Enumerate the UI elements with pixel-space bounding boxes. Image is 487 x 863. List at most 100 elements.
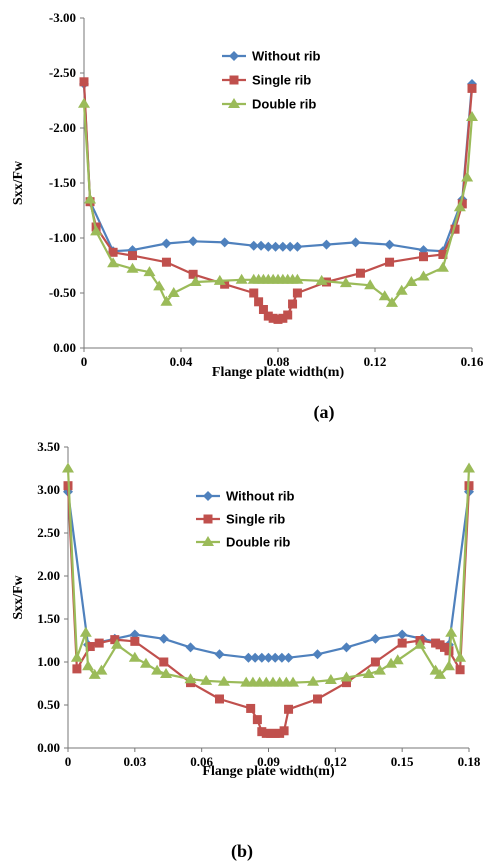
legend-marker: [229, 75, 239, 85]
data-point: [307, 675, 320, 686]
data-point: [276, 652, 287, 663]
data-point: [417, 270, 430, 281]
data-point: [445, 626, 458, 637]
legend-marker: [203, 514, 213, 524]
data-point: [62, 462, 74, 473]
y-tick-label: 0.00: [37, 740, 60, 755]
data-point: [78, 97, 90, 108]
data-point: [287, 676, 300, 687]
data-point: [291, 273, 304, 284]
data-point: [450, 224, 460, 234]
data-point: [70, 651, 83, 662]
series-single: [63, 481, 474, 738]
y-tick-label: 3.50: [37, 439, 60, 454]
y-tick-label: -1.00: [49, 230, 76, 245]
data-point: [256, 240, 267, 251]
x-axis-label: Flange plate width(m): [202, 764, 335, 779]
legend-marker: [203, 491, 213, 501]
data-point: [397, 638, 407, 648]
x-axis-label: Flange plate width(m): [212, 365, 345, 380]
data-point: [341, 678, 351, 688]
figure-caption: (a): [314, 402, 335, 423]
data-point: [461, 171, 474, 182]
data-point: [95, 664, 108, 675]
data-point: [455, 665, 465, 675]
data-point: [454, 651, 467, 662]
data-point: [436, 261, 449, 272]
data-point: [391, 654, 404, 665]
data-point: [143, 266, 156, 277]
data-point: [161, 257, 171, 267]
data-point: [268, 313, 278, 323]
data-point: [283, 652, 294, 663]
data-point: [283, 310, 293, 320]
data-point: [213, 274, 226, 285]
data-point: [139, 657, 152, 668]
data-point: [160, 668, 173, 679]
y-axis-label: Sxx/Fw: [11, 574, 26, 619]
data-point: [467, 83, 477, 93]
legend-marker: [202, 536, 214, 546]
data-point: [438, 250, 448, 259]
data-point: [128, 251, 137, 261]
data-point: [442, 660, 455, 671]
data-point: [85, 642, 95, 652]
data-point: [292, 241, 303, 252]
data-point: [214, 649, 225, 660]
data-point: [153, 280, 166, 291]
y-tick-label: -3.00: [49, 10, 76, 25]
data-point: [395, 284, 408, 295]
series-double: [62, 462, 475, 687]
legend-entry: Without rib: [252, 49, 321, 64]
data-point: [434, 668, 447, 679]
y-tick-label: 1.50: [37, 611, 60, 626]
series-single: [79, 77, 477, 324]
y-tick-label: 0.00: [53, 340, 76, 355]
data-point: [270, 241, 281, 252]
data-point: [185, 642, 196, 653]
data-point: [189, 276, 202, 286]
data-point: [339, 277, 352, 288]
x-tick-label: 0.09: [257, 754, 280, 769]
y-tick-label: -2.00: [49, 120, 76, 135]
data-point: [248, 240, 259, 251]
legend-entry: Double rib: [226, 535, 290, 550]
data-point: [292, 288, 302, 298]
data-point: [82, 660, 95, 671]
data-point: [72, 664, 82, 674]
data-point: [279, 726, 289, 736]
data-point: [466, 111, 478, 121]
data-point: [249, 288, 259, 298]
data-point: [364, 279, 377, 290]
data-point: [158, 633, 169, 644]
data-point: [217, 675, 230, 686]
data-point: [94, 638, 104, 648]
data-point: [151, 664, 164, 675]
data-point: [188, 269, 198, 279]
data-point: [200, 674, 213, 685]
data-point: [350, 237, 361, 248]
y-tick-label: 2.00: [37, 568, 60, 583]
data-point: [370, 657, 380, 667]
data-point: [413, 638, 426, 649]
data-point: [161, 238, 172, 249]
data-point: [88, 668, 101, 679]
x-tick-label: 0.12: [324, 754, 347, 769]
data-point: [463, 462, 475, 473]
data-point: [341, 642, 352, 653]
data-point: [128, 651, 141, 662]
x-tick-label: 0: [65, 754, 72, 769]
data-point: [219, 237, 230, 248]
data-point: [214, 694, 224, 704]
legend-entry: Single rib: [226, 512, 285, 527]
data-point: [167, 287, 180, 297]
data-point: [111, 638, 124, 649]
chart-a: 0.00 -0.50 -1.00 -1.50 -2.00 -2.50 -3.00 0 0.04 0…: [11, 10, 484, 423]
y-tick-label: -0.50: [49, 285, 76, 300]
data-point: [126, 262, 139, 273]
data-point: [130, 636, 140, 646]
data-point: [288, 299, 298, 309]
data-point: [256, 652, 267, 663]
y-tick-label: 1.00: [37, 654, 60, 669]
